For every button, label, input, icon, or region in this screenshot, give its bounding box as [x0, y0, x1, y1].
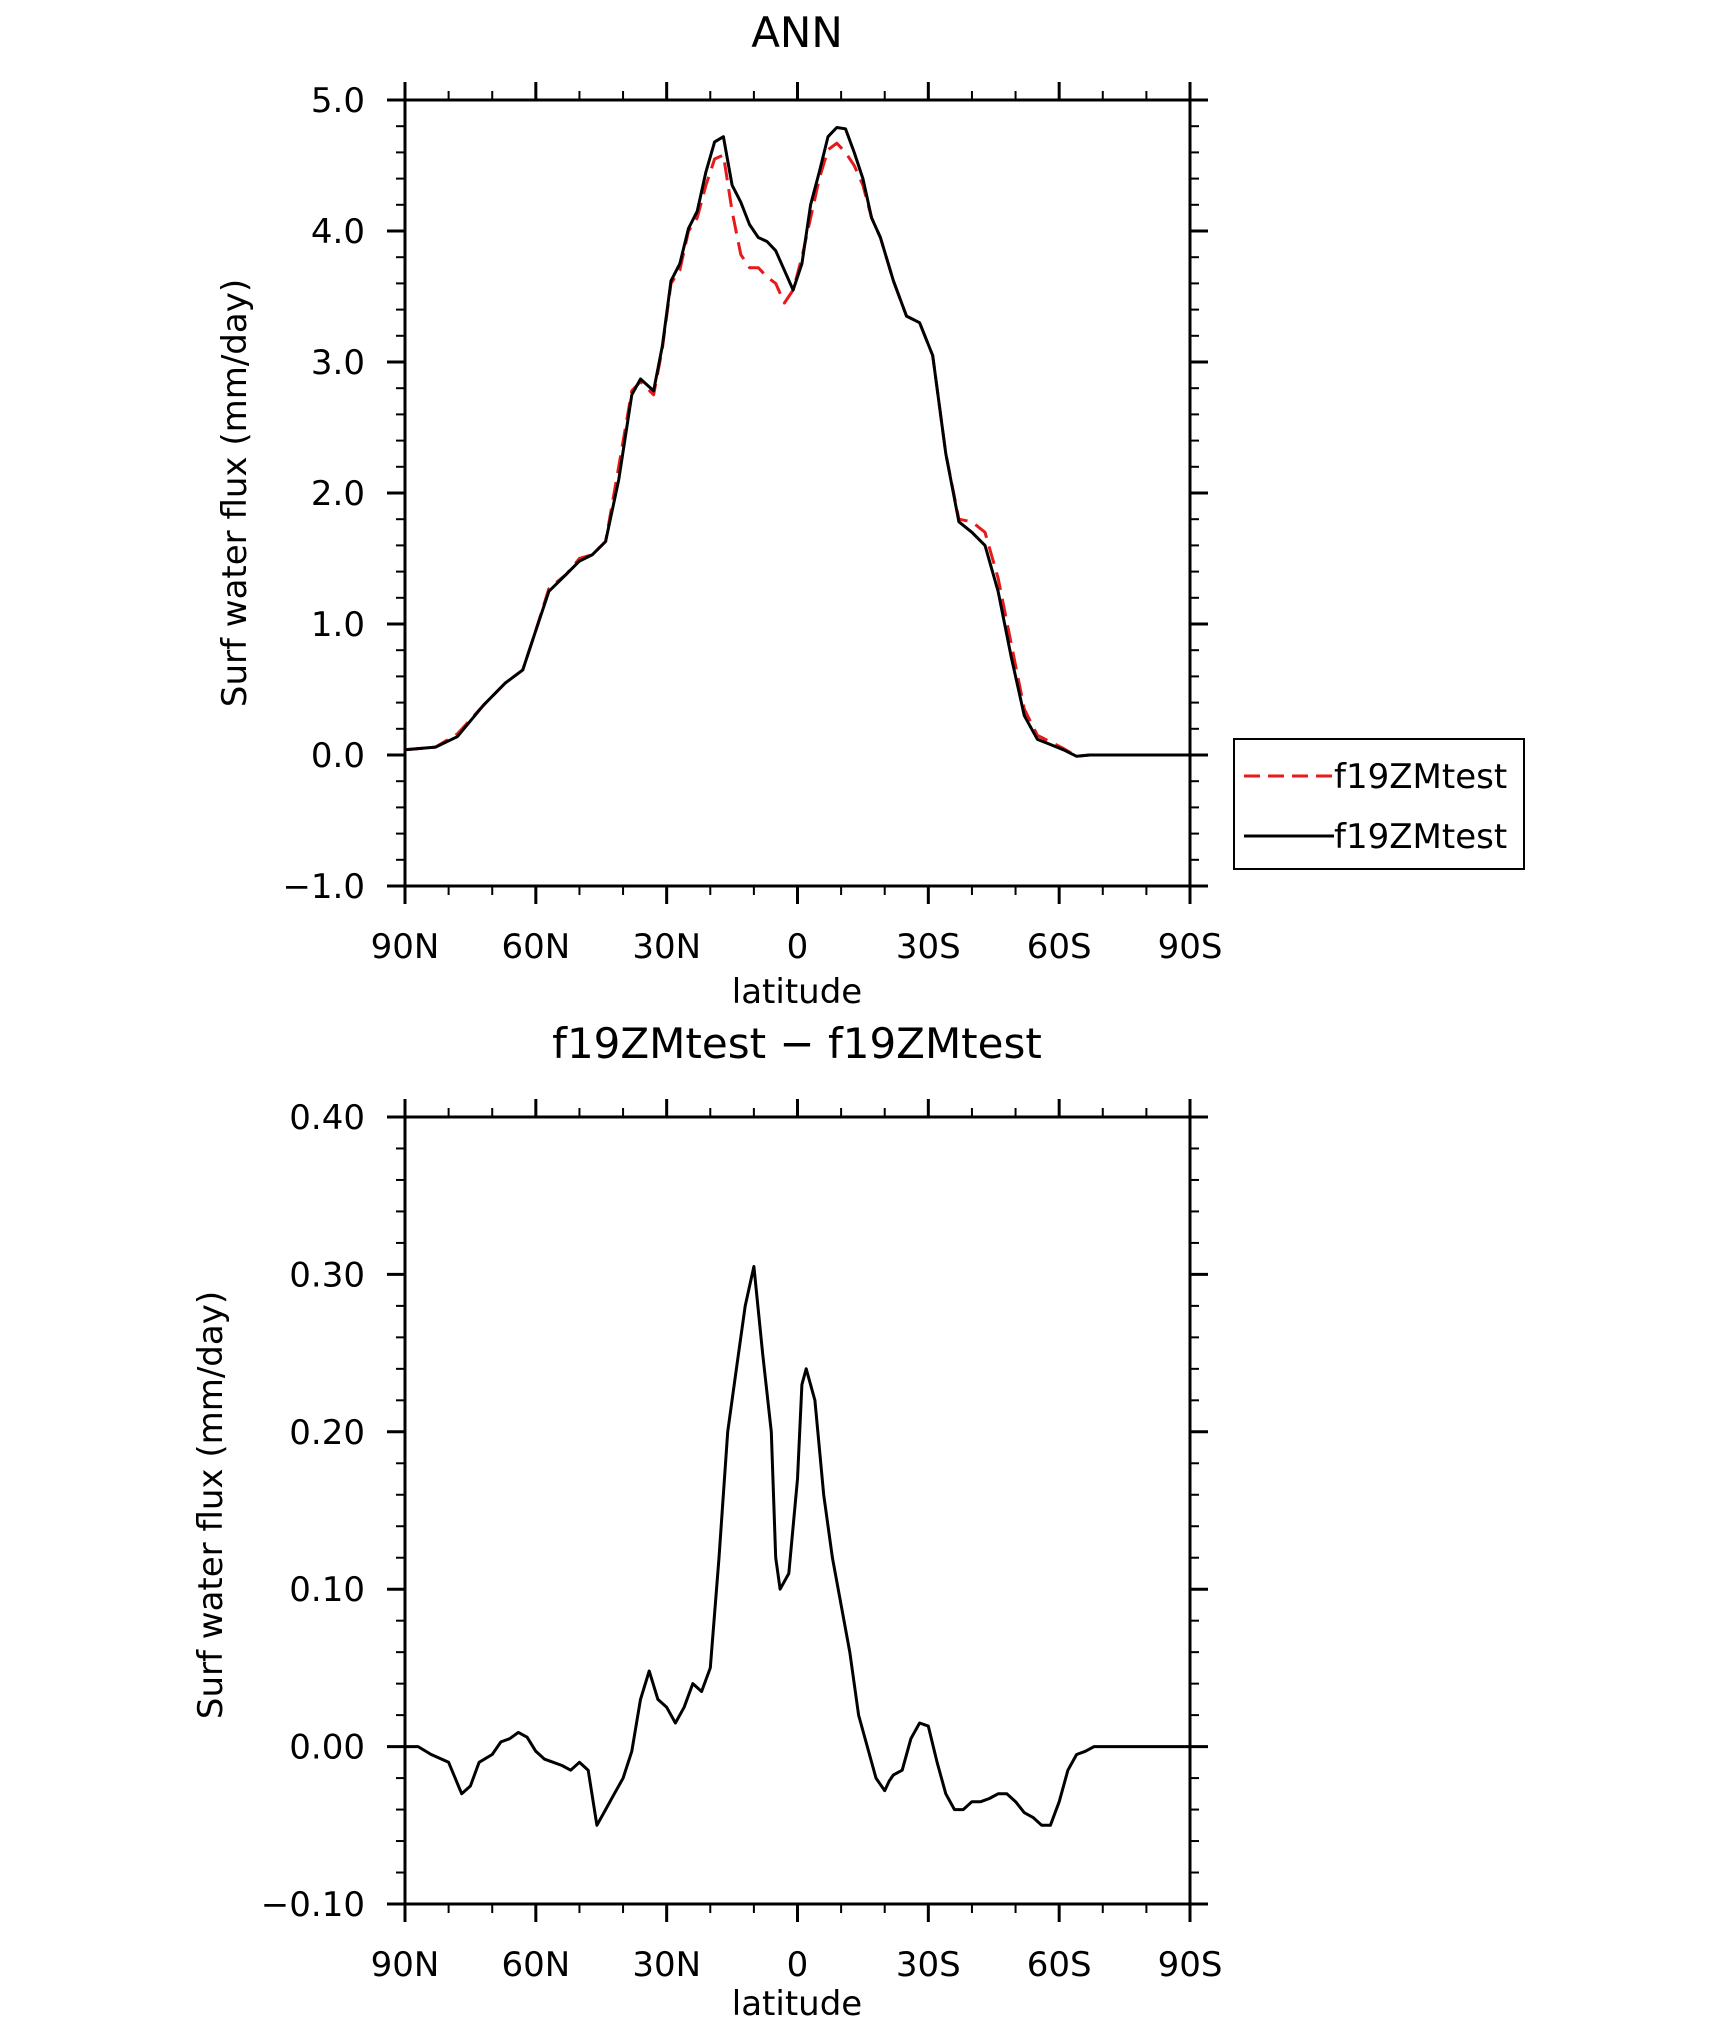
series-line-2	[404, 126, 1190, 758]
x-tick-label: 0	[787, 1945, 809, 1985]
y-tick-label: 0.40	[289, 1098, 365, 1138]
legend-box	[1233, 738, 1525, 870]
x-tick-label: 30N	[632, 927, 701, 967]
bottom-chart-panel: f19ZMtest − f19ZMtest 90N 60N 30N 0 30S 60S 90…	[191, 1019, 1222, 2021]
series-line-1	[404, 141, 1190, 758]
y-tick-label: 0.00	[289, 1728, 365, 1768]
x-tick-label: 90N	[371, 1945, 440, 1985]
top-chart-title: ANN	[751, 8, 843, 57]
y-tick-label: 0.30	[289, 1255, 365, 1295]
legend-label-1: f19ZMtest	[1334, 757, 1507, 797]
x-tick-label: 60N	[501, 927, 570, 967]
x-tick-label: 90S	[1158, 1945, 1223, 1985]
x-tick-label: 60S	[1027, 1945, 1092, 1985]
y-tick-label: 2.0	[311, 474, 365, 514]
top-chart-panel: ANN 90N 60N 30N 0 30S 60S 90S 5.0 4.0 3.0 2.0 1.0 0.…	[215, 8, 1525, 1012]
x-tick-label: 30N	[632, 1945, 701, 1985]
plot-frame	[403, 1115, 1192, 1906]
x-tick-label: 60N	[501, 1945, 570, 1985]
series-line-1	[405, 1265, 1190, 1827]
y-tick-label: 3.0	[311, 343, 365, 383]
bottom-chart-plot-area: 90N 60N 30N 0 30S 60S 90S 0.40 0.30 0.20 0.10 0.00 −…	[261, 1098, 1223, 1985]
x-tick-label: 30S	[896, 927, 961, 967]
x-tick-label: 90S	[1158, 927, 1223, 967]
y-tick-label: 0.0	[311, 736, 365, 776]
bottom-chart-ylabel: Surf water flux (mm/day)	[191, 1291, 231, 1719]
top-chart-legend: f19ZMtest f19ZMtest	[1233, 738, 1525, 870]
bottom-chart-xlabel: latitude	[732, 1984, 862, 2021]
y-tick-label: −0.10	[261, 1885, 365, 1925]
y-tick-label: 0.20	[289, 1413, 365, 1453]
bottom-chart-title: f19ZMtest − f19ZMtest	[552, 1019, 1042, 1068]
x-tick-label: 30S	[896, 1945, 961, 1985]
top-chart-plot-area: 90N 60N 30N 0 30S 60S 90S 5.0 4.0 3.0 2.0 1.0 0.0 −1.…	[282, 81, 1222, 967]
x-tick-label: 60S	[1027, 927, 1092, 967]
y-tick-label: 0.10	[289, 1570, 365, 1610]
x-tick-label: 90N	[371, 927, 440, 967]
plot-frame	[403, 98, 1192, 888]
y-tick-label: −1.0	[282, 867, 365, 907]
y-tick-label: 4.0	[311, 212, 365, 252]
y-tick-label: 1.0	[311, 605, 365, 645]
top-chart-xlabel: latitude	[732, 972, 862, 1012]
y-tick-label: 5.0	[311, 81, 365, 121]
legend-label-2: f19ZMtest	[1334, 817, 1507, 857]
top-chart-ylabel: Surf water flux (mm/day)	[215, 279, 255, 707]
x-tick-label: 0	[787, 927, 809, 967]
